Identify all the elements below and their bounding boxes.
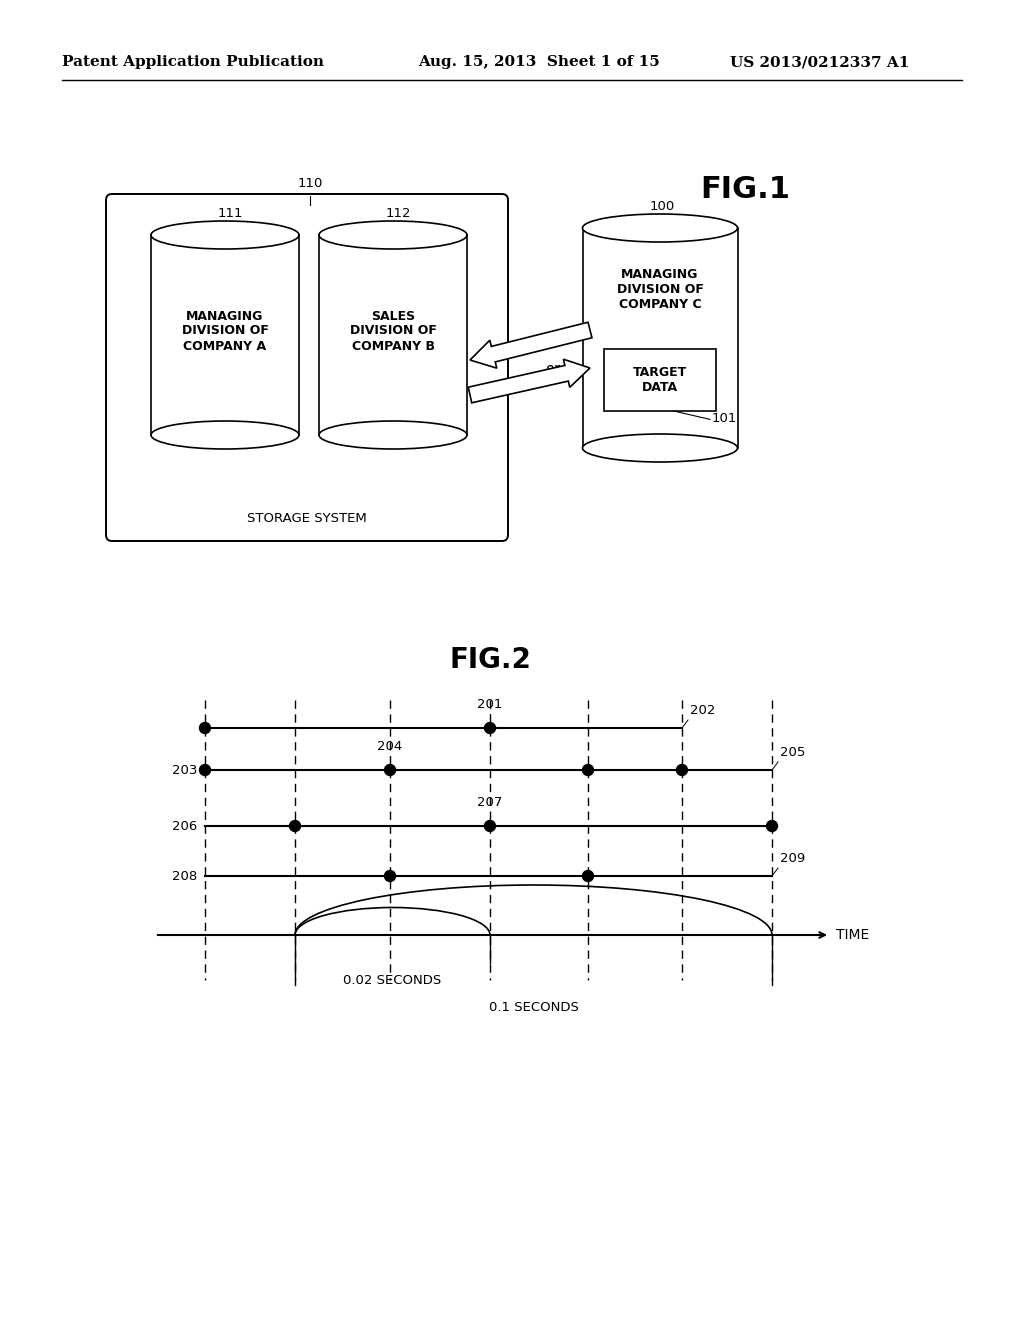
Ellipse shape xyxy=(583,434,737,462)
Text: MANAGING
DIVISION OF
COMPANY A: MANAGING DIVISION OF COMPANY A xyxy=(181,309,268,352)
Text: STORAGE SYSTEM: STORAGE SYSTEM xyxy=(247,512,367,525)
Text: 205: 205 xyxy=(780,746,805,759)
Ellipse shape xyxy=(151,220,299,249)
Bar xyxy=(583,228,737,447)
Circle shape xyxy=(200,722,211,734)
Text: Patent Application Publication: Patent Application Publication xyxy=(62,55,324,69)
FancyBboxPatch shape xyxy=(106,194,508,541)
Circle shape xyxy=(484,821,496,832)
Ellipse shape xyxy=(151,421,299,449)
Text: Aug. 15, 2013  Sheet 1 of 15: Aug. 15, 2013 Sheet 1 of 15 xyxy=(418,55,659,69)
Ellipse shape xyxy=(319,220,467,249)
Text: TIME: TIME xyxy=(836,928,869,942)
Bar xyxy=(319,235,467,436)
Circle shape xyxy=(583,870,594,882)
Text: 201: 201 xyxy=(477,698,503,711)
Text: SALES
DIVISION OF
COMPANY B: SALES DIVISION OF COMPANY B xyxy=(349,309,436,352)
Circle shape xyxy=(767,821,777,832)
Circle shape xyxy=(583,764,594,776)
Text: 112: 112 xyxy=(385,207,411,220)
Bar xyxy=(151,235,299,436)
Text: 202: 202 xyxy=(690,704,716,717)
Circle shape xyxy=(200,764,211,776)
Text: FIG.1: FIG.1 xyxy=(700,176,790,205)
Circle shape xyxy=(484,722,496,734)
Text: US 2013/0212337 A1: US 2013/0212337 A1 xyxy=(730,55,909,69)
Text: 208: 208 xyxy=(172,870,197,883)
Text: 0.1 SECONDS: 0.1 SECONDS xyxy=(488,1001,579,1014)
Ellipse shape xyxy=(319,421,467,449)
Bar xyxy=(604,348,716,411)
Text: 203: 203 xyxy=(172,763,197,776)
Text: 0.02 SECONDS: 0.02 SECONDS xyxy=(343,974,441,987)
Polygon shape xyxy=(470,322,592,368)
Text: 207: 207 xyxy=(477,796,503,809)
Circle shape xyxy=(384,764,395,776)
Text: TARGET
DATA: TARGET DATA xyxy=(633,366,687,393)
Circle shape xyxy=(384,870,395,882)
Text: FIG.2: FIG.2 xyxy=(450,645,530,675)
Text: 100: 100 xyxy=(649,201,675,213)
Circle shape xyxy=(290,821,300,832)
Text: 209: 209 xyxy=(780,851,805,865)
Text: or: or xyxy=(546,363,560,378)
Text: 204: 204 xyxy=(378,741,402,752)
Text: 110: 110 xyxy=(297,177,323,190)
Text: 101: 101 xyxy=(712,412,737,425)
Text: MANAGING
DIVISION OF
COMPANY C: MANAGING DIVISION OF COMPANY C xyxy=(616,268,703,312)
Text: 111: 111 xyxy=(217,207,243,220)
Circle shape xyxy=(677,764,687,776)
Polygon shape xyxy=(468,359,590,403)
Text: 206: 206 xyxy=(172,820,197,833)
Ellipse shape xyxy=(583,214,737,242)
